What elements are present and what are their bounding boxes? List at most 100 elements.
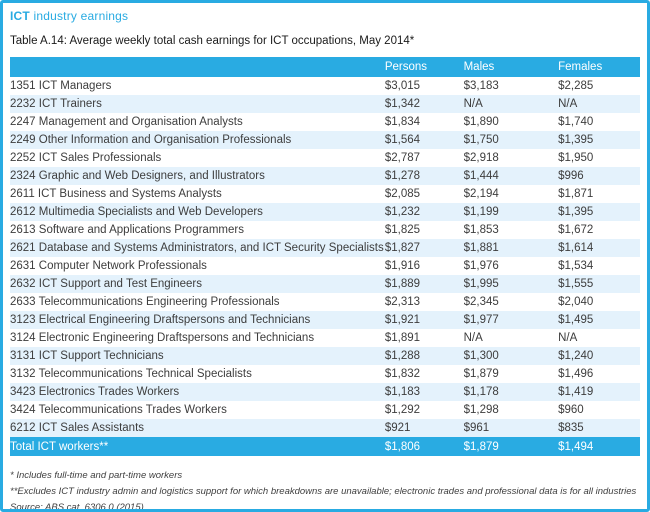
males-value: $1,178 (463, 386, 499, 398)
males-value: $1,890 (463, 116, 499, 128)
females-value: $2,040 (558, 296, 594, 308)
table-row: 2252 ICT Sales Professionals $2,787 $2,918… (10, 149, 640, 167)
females-value: $1,395 (558, 134, 594, 146)
females-value: $996 (558, 170, 584, 182)
persons-value: $1,916 (384, 260, 421, 272)
occupation-cell: 2611 ICT Business and Systems Analysts (10, 188, 222, 200)
total-females-value: $1,494 (558, 437, 640, 456)
table-row: 2613 Software and Applications Programme… (10, 221, 640, 239)
occupation-cell: 3132 Telecommunications Technical Specia… (10, 368, 252, 380)
persons-value: $1,825 (384, 224, 421, 236)
occupation-cell: 2249 Other Information and Organisation … (10, 134, 292, 146)
persons-value: $921 (384, 422, 411, 434)
females-value: $1,495 (558, 314, 594, 326)
females-value: $1,555 (558, 278, 594, 290)
table-row: 3132 Telecommunications Technical Specia… (10, 365, 640, 383)
table-row: 3123 Electrical Engineering Draftsperson… (10, 311, 640, 329)
persons-value: $1,232 (384, 206, 421, 218)
females-value: $1,740 (558, 116, 594, 128)
occupation-cell: 2621 Database and Systems Administrators… (10, 242, 384, 254)
table-row: 2247 Management and Organisation Analyst… (10, 113, 640, 131)
table-row: 2611 ICT Business and Systems Analysts $2… (10, 185, 640, 203)
table-row: 3124 Electronic Engineering Draftsperson… (10, 329, 640, 347)
earnings-table: Persons Males Females 1351 ICT Managers $… (10, 57, 640, 456)
females-value: $1,614 (558, 242, 594, 254)
table-body: 1351 ICT Managers $3,015 $3,183 $2,285 2232 … (10, 77, 640, 437)
persons-value: $2,787 (384, 152, 421, 164)
persons-value: $1,288 (384, 350, 421, 362)
footnote-includes: * Includes full-time and part-time worke… (10, 470, 183, 481)
males-value: $1,995 (463, 278, 499, 290)
persons-value: $1,292 (384, 404, 421, 416)
total-persons-value: $1,806 (384, 437, 464, 456)
females-value: $2,285 (558, 80, 594, 92)
table-row: 2249 Other Information and Organisation … (10, 131, 640, 149)
males-value: $3,183 (463, 80, 499, 92)
males-value: $1,977 (463, 314, 499, 326)
males-value: N/A (463, 332, 483, 344)
table-row: 2633 Telecommunications Engineering Prof… (10, 293, 640, 311)
footnote-excludes: **Excludes ICT industry admin and logist… (10, 486, 637, 497)
females-value: $1,871 (558, 188, 594, 200)
table-row: 2621 Database and Systems Administrators… (10, 239, 640, 257)
males-value: $1,881 (463, 242, 499, 254)
occupation-cell: 1351 ICT Managers (10, 80, 112, 92)
page-title-acronym: ICT (10, 9, 30, 23)
males-value: $2,918 (463, 152, 499, 164)
persons-value: $2,313 (384, 296, 421, 308)
females-value: $1,395 (558, 206, 594, 218)
females-value: $1,950 (558, 152, 594, 164)
persons-value: $1,827 (384, 242, 421, 254)
table-row: 2631 Computer Network Professionals $1,91… (10, 257, 640, 275)
males-value: $1,199 (463, 206, 499, 218)
page-title: ICT industry earnings (10, 7, 640, 23)
total-row-label: Total ICT workers** (10, 437, 385, 456)
males-value: $1,976 (463, 260, 499, 272)
occupation-cell: 2252 ICT Sales Professionals (10, 152, 162, 164)
persons-value: $1,564 (384, 134, 421, 146)
column-header-occupation (10, 57, 385, 77)
males-value: $1,879 (463, 368, 499, 380)
occupation-cell: 3424 Telecommunications Trades Workers (10, 404, 227, 416)
table-row: 2324 Graphic and Web Designers, and Illu… (10, 167, 640, 185)
females-value: $1,240 (558, 350, 594, 362)
table-row: 3423 Electronics Trades Workers $1,183 $1,… (10, 383, 640, 401)
females-value: $1,534 (558, 260, 594, 272)
males-value: $2,345 (463, 296, 499, 308)
females-value: N/A (558, 98, 578, 110)
column-header-males: Males (463, 57, 559, 77)
table-row: 6212 ICT Sales Assistants $921 $961 $835 (10, 419, 640, 437)
occupation-cell: 2247 Management and Organisation Analyst… (10, 116, 243, 128)
occupation-cell: 2232 ICT Trainers (10, 98, 102, 110)
table-header-row: Persons Males Females (10, 57, 640, 77)
total-males-value: $1,879 (463, 437, 559, 456)
footnote-source: Source: ABS cat. 6306.0 (2015) (10, 502, 144, 512)
total-row: Total ICT workers** $1,806 $1,879 $1,494 (10, 437, 640, 456)
males-value: $961 (463, 422, 490, 434)
persons-value: $1,832 (384, 368, 421, 380)
males-value: $2,194 (463, 188, 499, 200)
occupation-cell: 2612 Multimedia Specialists and Web Deve… (10, 206, 263, 218)
table-row: 2612 Multimedia Specialists and Web Deve… (10, 203, 640, 221)
table-row: 3131 ICT Support Technicians $1,288 $1,300… (10, 347, 640, 365)
males-value: $1,444 (463, 170, 499, 182)
table-caption: Table A.14: Average weekly total cash ea… (10, 35, 415, 47)
table-row: 1351 ICT Managers $3,015 $3,183 $2,285 (10, 77, 640, 95)
table-row: 2232 ICT Trainers $1,342 N/A N/A (10, 95, 640, 113)
occupation-cell: 3124 Electronic Engineering Draftsperson… (10, 332, 315, 344)
persons-value: $1,834 (384, 116, 421, 128)
males-value: $1,298 (463, 404, 499, 416)
males-value: $1,300 (463, 350, 499, 362)
persons-value: $2,085 (384, 188, 421, 200)
females-value: $960 (558, 404, 584, 416)
persons-value: $1,889 (384, 278, 421, 290)
persons-value: $3,015 (384, 80, 421, 92)
females-value: $1,419 (558, 386, 594, 398)
occupation-cell: 2633 Telecommunications Engineering Prof… (10, 296, 280, 308)
persons-value: $1,278 (384, 170, 421, 182)
persons-value: $1,891 (384, 332, 421, 344)
page-title-rest: industry earnings (29, 9, 129, 23)
occupation-cell: 6212 ICT Sales Assistants (10, 422, 145, 434)
females-value: N/A (558, 332, 578, 344)
